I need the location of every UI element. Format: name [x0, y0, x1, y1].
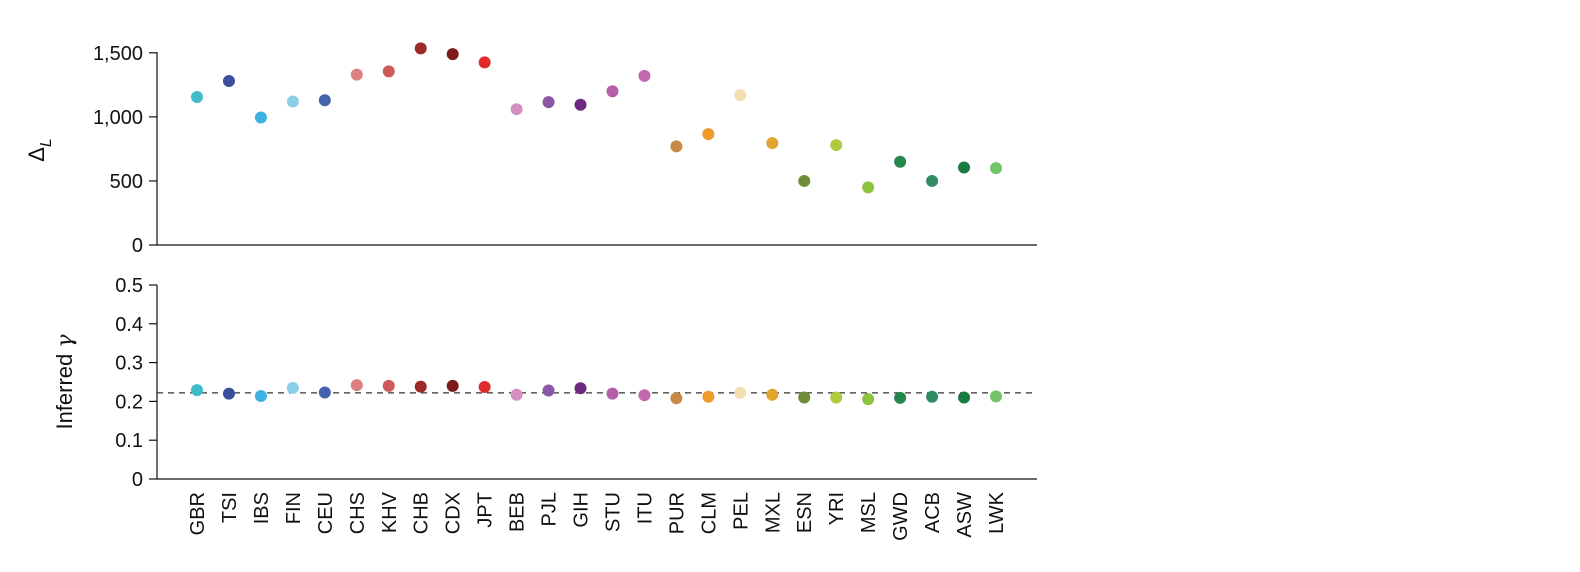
data-point-beb: [510, 388, 523, 401]
x-tick-label: GBR: [187, 492, 209, 535]
data-point-clm: [702, 390, 715, 403]
y-tick-label: 0.4: [115, 314, 143, 336]
data-point-jpt: [478, 381, 491, 394]
data-point-gbr: [191, 91, 203, 104]
data-point-asw: [958, 161, 971, 174]
data-point-khv: [382, 65, 395, 78]
data-point-asw: [958, 391, 971, 404]
x-tick-label: CHB: [411, 492, 433, 534]
data-point-ibs: [254, 111, 267, 124]
data-point-mxl: [766, 388, 779, 401]
data-point-stu: [606, 85, 619, 98]
x-tick-label: CLM: [698, 492, 720, 534]
y-tick-label: 0: [132, 235, 143, 257]
x-tick-label: CDX: [443, 492, 465, 534]
y-tick-label: 500: [110, 171, 143, 193]
x-tick-label: PEL: [730, 492, 752, 530]
x-tick-label: ASW: [954, 492, 976, 538]
x-tick-label: TSI: [219, 492, 241, 523]
data-point-pjl: [542, 384, 555, 397]
data-point-beb: [510, 103, 523, 116]
data-point-ibs: [254, 389, 267, 402]
data-point-itu: [638, 69, 651, 82]
data-point-clm: [702, 128, 715, 141]
y-axis-title: ΔL: [24, 138, 55, 162]
x-tick-label: ITU: [634, 492, 656, 524]
x-tick-label: FIN: [283, 492, 305, 524]
data-point-gwd: [894, 391, 907, 404]
x-tick-label: CHS: [347, 492, 369, 534]
x-tick-label: BEB: [507, 492, 529, 532]
data-point-msl: [862, 393, 875, 406]
y-tick-label: 1,500: [93, 43, 143, 65]
data-point-gbr: [191, 384, 203, 397]
x-tick-label: MSL: [858, 492, 880, 533]
y-tick-label: 0.2: [115, 391, 143, 413]
data-point-chb: [414, 42, 427, 55]
data-point-cdx: [446, 48, 459, 61]
x-tick-label: KHV: [379, 491, 401, 533]
data-point-ceu: [318, 386, 331, 399]
data-point-esn: [798, 391, 811, 404]
bottom-panel: 0 0.1 0.2 0.3 0.4 0.5 Inferred γ: [52, 275, 1037, 491]
data-point-mxl: [766, 137, 779, 150]
data-point-tsi: [222, 387, 235, 400]
data-point-ceu: [318, 94, 331, 107]
data-point-cdx: [446, 379, 459, 392]
data-point-acb: [926, 390, 939, 403]
data-point-jpt: [478, 56, 491, 69]
y-tick-label: 1,000: [93, 107, 143, 129]
data-point-itu: [638, 389, 651, 402]
x-tick-label: GWD: [890, 492, 912, 541]
data-point-pel: [734, 386, 747, 399]
data-point-fin: [286, 95, 299, 108]
data-point-yri: [830, 139, 843, 152]
x-tick-label: YRI: [826, 492, 848, 525]
x-tick-label: CEU: [315, 492, 337, 534]
y-axis-title: Inferred γ: [52, 334, 78, 430]
x-tick-label: JPT: [475, 492, 497, 528]
data-point-lwk: [990, 162, 1002, 175]
data-point-acb: [926, 174, 939, 187]
data-point-gih: [574, 382, 587, 395]
data-point-msl: [862, 181, 875, 194]
data-point-chs: [350, 68, 363, 81]
data-point-khv: [382, 379, 395, 392]
data-point-stu: [606, 387, 619, 400]
data-point-esn: [798, 174, 811, 187]
data-point-yri: [830, 391, 843, 404]
x-tick-label: ESN: [794, 492, 816, 533]
data-point-tsi: [222, 75, 235, 87]
data-point-pel: [734, 89, 747, 102]
x-tick-label: GIH: [571, 492, 593, 528]
y-tick-label: 0.5: [115, 275, 143, 297]
y-tick-label: 0: [132, 469, 143, 491]
data-point-gwd: [894, 155, 907, 168]
x-tick-label: IBS: [251, 492, 273, 524]
data-point-pjl: [542, 96, 555, 109]
data-point-gih: [574, 98, 587, 111]
x-tick-label: LWK: [986, 491, 1008, 534]
data-point-pur: [670, 392, 683, 405]
x-tick-labels: GBR TSI IBS FIN CEU CHS KHV CHB CDX JPT BEB PJL GIH S…: [187, 491, 1008, 541]
x-tick-label: PUR: [666, 492, 688, 534]
top-panel: 0 500 1,000 1,500 ΔL: [24, 42, 1037, 257]
data-point-pur: [670, 140, 683, 153]
data-point-lwk: [990, 390, 1002, 403]
data-point-fin: [286, 381, 299, 394]
data-point-chb: [414, 380, 427, 393]
y-tick-label: 0.3: [115, 353, 143, 375]
x-tick-label: STU: [602, 492, 624, 532]
x-tick-label: ACB: [922, 492, 944, 533]
y-tick-label: 0.1: [115, 430, 143, 452]
x-tick-label: PJL: [539, 492, 561, 526]
data-point-chs: [350, 379, 363, 392]
x-tick-label: MXL: [762, 492, 784, 533]
